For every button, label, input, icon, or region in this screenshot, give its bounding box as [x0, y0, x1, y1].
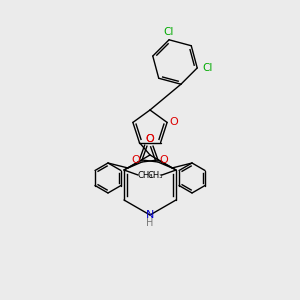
Text: N: N	[146, 210, 154, 220]
Text: O: O	[160, 155, 168, 165]
Text: O: O	[146, 134, 154, 144]
Text: O: O	[132, 155, 140, 165]
Text: H: H	[146, 218, 154, 228]
Text: CH₃: CH₃	[147, 172, 163, 181]
Text: O: O	[146, 134, 154, 144]
Text: Cl: Cl	[202, 63, 212, 73]
Text: CH₃: CH₃	[137, 172, 153, 181]
Text: Cl: Cl	[164, 27, 174, 37]
Text: O: O	[170, 117, 178, 128]
